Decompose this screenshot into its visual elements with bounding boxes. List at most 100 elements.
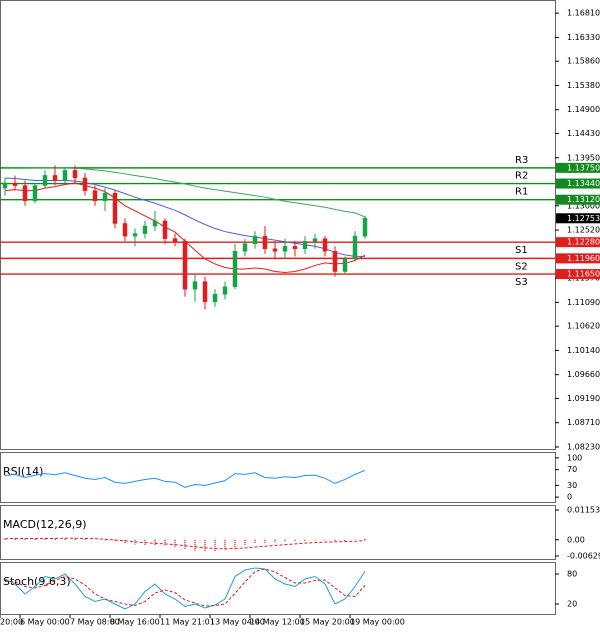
candle-body bbox=[212, 294, 218, 303]
candle-body bbox=[12, 182, 18, 186]
level-price-box bbox=[556, 162, 600, 173]
level-price-box bbox=[556, 178, 600, 189]
y-tick-label: 30 bbox=[567, 481, 577, 490]
candle-body bbox=[112, 192, 118, 224]
level-price-label: 1.11960 bbox=[567, 254, 600, 263]
panel-frame bbox=[0, 562, 556, 615]
candle-body bbox=[302, 240, 308, 250]
candle-body bbox=[222, 286, 228, 295]
level-price-box bbox=[556, 269, 600, 280]
y-tick-label: 0.011537 bbox=[567, 506, 600, 515]
candle-body bbox=[242, 243, 248, 252]
y-tick-label: 1.16330 bbox=[567, 33, 600, 42]
candle-body bbox=[132, 233, 138, 237]
candle-body bbox=[142, 225, 148, 234]
level-name: R1 bbox=[515, 187, 528, 198]
level-name: S1 bbox=[515, 245, 528, 256]
panel-frame bbox=[0, 452, 556, 503]
y-tick-label: 1.12520 bbox=[567, 226, 600, 235]
y-tick-label: 1.15380 bbox=[567, 81, 600, 90]
candle-body bbox=[342, 258, 348, 272]
panel-title: MACD(12,26,9) bbox=[3, 518, 87, 531]
y-tick-label: 1.14900 bbox=[567, 105, 600, 114]
candle-body bbox=[292, 245, 298, 250]
y-tick-label: 1.15860 bbox=[567, 57, 600, 66]
panel-frame bbox=[0, 0, 556, 450]
level-price-box bbox=[556, 194, 600, 205]
candle-body bbox=[322, 238, 328, 252]
x-tick-label: 15 May 20:00 bbox=[300, 618, 355, 627]
rsi-line bbox=[4, 469, 366, 488]
candle-body bbox=[312, 238, 318, 242]
candle-body bbox=[152, 220, 158, 227]
panel-frame bbox=[0, 505, 556, 560]
candle-body bbox=[282, 245, 288, 252]
candle-body bbox=[362, 218, 368, 237]
y-tick-label: 1.10140 bbox=[567, 346, 600, 355]
y-tick-label: 0 bbox=[567, 493, 572, 502]
y-tick-label: 100 bbox=[567, 453, 582, 462]
panel-title: RSI(14) bbox=[3, 465, 43, 478]
level-name: S2 bbox=[515, 261, 528, 272]
x-tick-label: 20:00 bbox=[0, 618, 23, 627]
level-price-box bbox=[556, 253, 600, 264]
level-price-label: 1.11650 bbox=[567, 270, 600, 279]
stoch-signal bbox=[5, 568, 366, 607]
macd-signal bbox=[4, 537, 366, 550]
candle-body bbox=[52, 175, 58, 181]
y-tick-label: 20 bbox=[567, 600, 577, 609]
candle-body bbox=[192, 281, 198, 290]
current-price-box bbox=[556, 213, 600, 224]
candle-body bbox=[32, 185, 38, 201]
panel-title: Stoch(9,6,3) bbox=[3, 575, 71, 588]
y-tick-label: 1.08710 bbox=[567, 418, 600, 427]
candle-body bbox=[72, 170, 78, 179]
candle-body bbox=[92, 190, 98, 201]
candle-body bbox=[62, 170, 68, 181]
candle-body bbox=[262, 235, 268, 250]
y-tick-label: 1.14430 bbox=[567, 129, 600, 138]
y-tick-label: 1.10620 bbox=[567, 322, 600, 331]
candle-body bbox=[82, 177, 88, 191]
candle-body bbox=[182, 240, 188, 290]
candle-body bbox=[352, 235, 358, 260]
candle-body bbox=[232, 251, 238, 287]
y-tick-label: 1.16810 bbox=[567, 9, 600, 18]
candle-body bbox=[42, 175, 48, 186]
candle-body bbox=[252, 235, 258, 244]
level-name: R2 bbox=[515, 171, 528, 182]
y-tick-label: 70 bbox=[567, 465, 577, 474]
x-tick-label: 8 May 16:00 bbox=[110, 618, 160, 627]
stoch-main bbox=[4, 567, 366, 610]
level-name: S3 bbox=[515, 277, 528, 288]
level-price-box bbox=[556, 237, 600, 248]
y-tick-label: 80 bbox=[567, 570, 577, 579]
candle-body bbox=[332, 251, 338, 272]
current-price-label: 1.12753 bbox=[567, 214, 600, 223]
y-tick-label: 0.00 bbox=[567, 535, 585, 544]
candle-body bbox=[172, 238, 178, 242]
x-tick-label: 14 May 12:00 bbox=[250, 618, 305, 627]
y-tick-label: 1.11090 bbox=[567, 298, 600, 307]
y-tick-label: 1.13000 bbox=[567, 201, 600, 210]
y-tick-label: 1.13950 bbox=[567, 153, 600, 162]
level-name: R3 bbox=[515, 155, 528, 166]
x-tick-label: 19 May 00:00 bbox=[350, 618, 405, 627]
x-tick-label: 13 May 04:00 bbox=[210, 618, 265, 627]
x-tick-label: 11 May 21:01 bbox=[160, 618, 215, 627]
y-tick-label: 1.08230 bbox=[567, 442, 600, 451]
candle-body bbox=[122, 223, 128, 237]
candle-body bbox=[102, 192, 108, 201]
candle-body bbox=[272, 248, 278, 252]
candle-body bbox=[162, 220, 168, 239]
level-price-label: 1.13120 bbox=[567, 195, 600, 204]
candle-body bbox=[202, 281, 208, 303]
y-tick-label: 1.09190 bbox=[567, 394, 600, 403]
y-tick-label: -0.006297 bbox=[567, 551, 600, 560]
candle-body bbox=[22, 185, 28, 201]
level-price-label: 1.13440 bbox=[567, 179, 600, 188]
y-tick-label: 1.09660 bbox=[567, 370, 600, 379]
candle-body bbox=[2, 182, 8, 189]
